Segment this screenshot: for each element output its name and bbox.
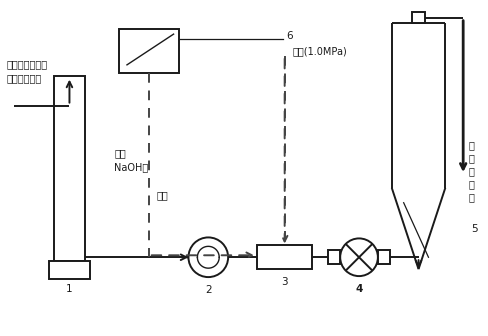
Text: 去: 去 xyxy=(468,140,474,150)
Bar xyxy=(411,12,426,23)
Text: 的未漂蔗渣浆: 的未漂蔗渣浆 xyxy=(7,73,42,83)
Text: 1: 1 xyxy=(66,284,73,294)
Bar xyxy=(49,261,90,279)
Text: 6: 6 xyxy=(286,31,293,41)
Bar xyxy=(54,76,85,261)
Text: 氧气: 氧气 xyxy=(157,190,168,200)
Bar xyxy=(257,245,312,269)
Text: NaOH等: NaOH等 xyxy=(114,162,148,172)
Text: 3: 3 xyxy=(282,277,288,287)
Text: 加入: 加入 xyxy=(114,148,126,158)
Text: 槽: 槽 xyxy=(468,192,474,202)
Text: 2: 2 xyxy=(205,285,212,295)
Text: 浆: 浆 xyxy=(468,179,474,189)
Bar xyxy=(328,250,340,264)
Text: 放: 放 xyxy=(468,166,474,176)
Circle shape xyxy=(188,238,228,277)
Text: 4: 4 xyxy=(355,284,363,294)
Bar xyxy=(119,29,179,73)
Circle shape xyxy=(340,239,378,276)
Text: 经过蒸煮洗涤后: 经过蒸煮洗涤后 xyxy=(7,59,48,69)
Text: 喷: 喷 xyxy=(468,153,474,163)
Text: 5: 5 xyxy=(471,224,478,235)
Text: 蒸汽(1.0MPa): 蒸汽(1.0MPa) xyxy=(293,46,347,56)
Bar xyxy=(378,250,390,264)
